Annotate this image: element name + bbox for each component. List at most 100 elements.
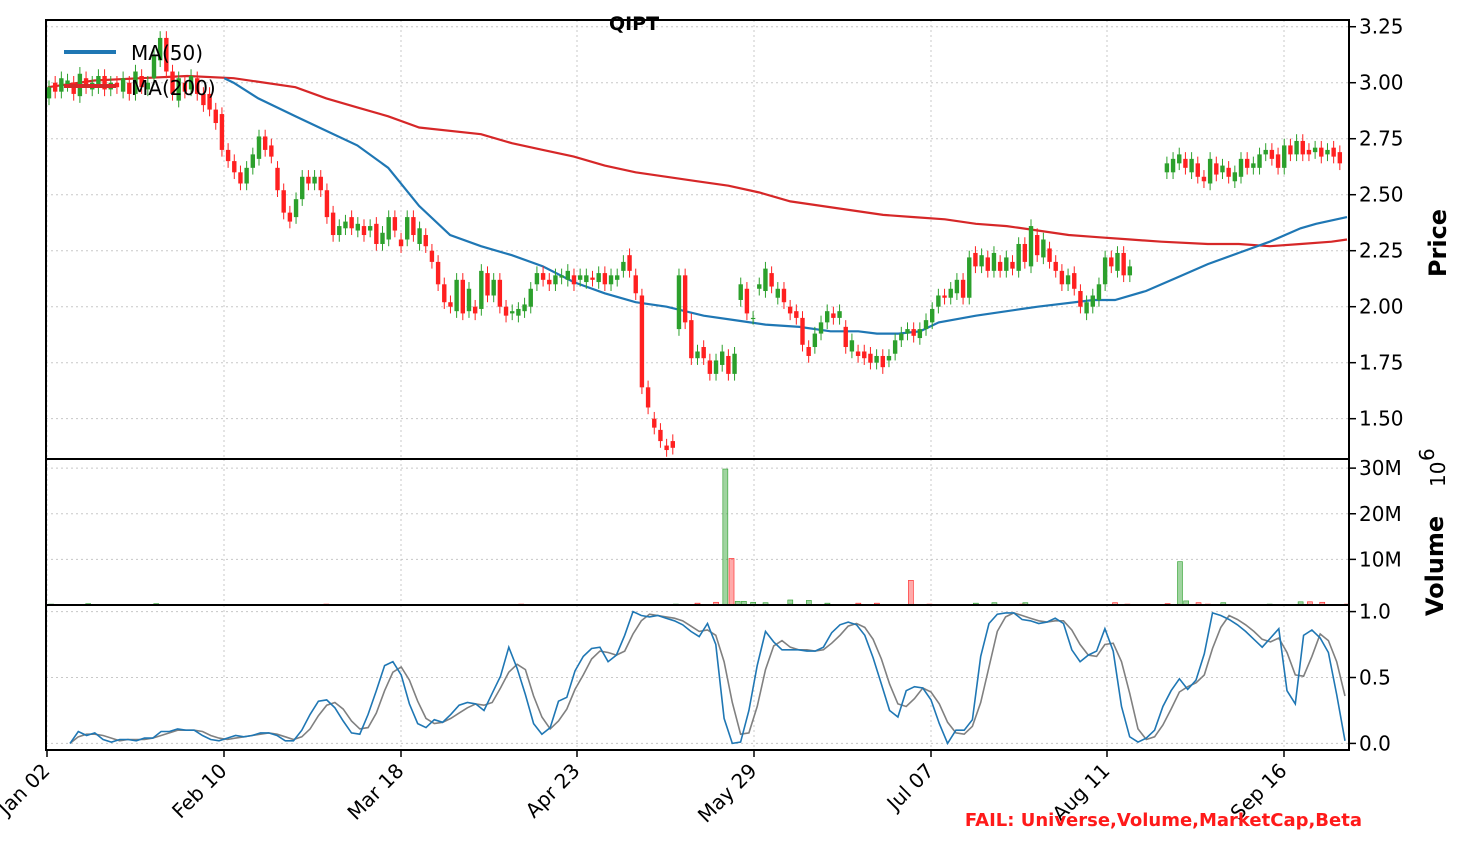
candle-body	[1078, 291, 1083, 307]
oscillator-line	[69, 610, 1346, 746]
ma200-series	[47, 74, 1348, 248]
candle-body	[905, 329, 910, 334]
chart-title: QIPT	[609, 13, 659, 35]
candle-body	[435, 261, 441, 285]
volume-y-ticks: 30M 20M 10M	[1349, 456, 1402, 571]
candle-body	[460, 279, 466, 314]
candle-body	[880, 355, 885, 368]
candle-body	[1201, 176, 1207, 182]
candle-body	[781, 288, 787, 303]
price-tick-label: 1.75	[1359, 351, 1404, 375]
candle-body	[1282, 145, 1287, 168]
candle-body	[1010, 261, 1015, 269]
candle-body	[528, 288, 533, 307]
candle-body	[899, 333, 904, 341]
candle-body	[664, 445, 669, 451]
candle-body	[1300, 140, 1305, 155]
volume-bar	[722, 468, 729, 606]
candle-body	[485, 273, 490, 296]
candle-body	[120, 78, 126, 92]
candle-body	[954, 279, 960, 294]
candle-body	[1275, 154, 1281, 168]
candle-body	[892, 340, 898, 354]
candle-body	[973, 252, 978, 267]
candle-body	[1170, 158, 1176, 173]
candle-body	[621, 261, 626, 271]
candle-body	[744, 288, 750, 314]
candle-body	[615, 275, 620, 280]
candle-body	[1263, 149, 1268, 155]
price-tick-label: 1.50	[1359, 407, 1404, 431]
volume-axis-label: Volume	[1421, 516, 1449, 616]
candle-body	[1016, 243, 1021, 271]
candle-body	[1183, 158, 1188, 168]
candle-body	[645, 387, 651, 408]
candle-body	[102, 75, 107, 90]
candle-body	[411, 217, 416, 236]
candle-body	[571, 275, 577, 285]
candle-body	[837, 311, 842, 318]
candle-body	[775, 288, 780, 298]
candle-body	[1226, 167, 1231, 177]
candle-body	[540, 273, 546, 280]
candle-body	[577, 275, 583, 280]
candle-body	[1257, 154, 1262, 168]
candle-body	[1115, 252, 1120, 271]
candle-body	[349, 217, 354, 229]
candle-body	[213, 109, 218, 124]
x-tick-label: Jul 07	[881, 759, 939, 817]
candle-body	[726, 355, 731, 374]
candle-body	[1294, 140, 1299, 155]
candle-body	[695, 351, 700, 359]
candle-body	[157, 37, 163, 61]
candle-body	[188, 75, 194, 90]
candle-body	[1164, 163, 1170, 173]
x-tick-label: Apr 23	[521, 759, 585, 823]
candle-body	[701, 347, 706, 359]
candle-body	[1090, 295, 1095, 307]
candle-body	[503, 306, 509, 316]
candle-body	[497, 279, 503, 307]
candle-body	[769, 273, 774, 287]
candle-body	[244, 167, 249, 184]
price-tick-label: 3.25	[1359, 15, 1404, 39]
candle-body	[763, 268, 768, 292]
candle-body	[145, 82, 151, 90]
candle-body	[831, 313, 836, 318]
candle-body	[1177, 154, 1182, 164]
candle-body	[713, 360, 719, 374]
candle-body	[522, 304, 527, 312]
candle-body	[806, 347, 811, 356]
candle-body	[682, 275, 688, 323]
candle-body	[1238, 158, 1244, 177]
candle-body	[985, 257, 990, 271]
candle-body	[405, 217, 410, 240]
x-tick-label: Mar 18	[342, 759, 408, 825]
candle-body	[52, 82, 58, 92]
candle-body	[868, 353, 873, 363]
candle-body	[269, 145, 274, 157]
candle-body	[1041, 239, 1046, 258]
candle-body	[534, 273, 540, 285]
price-axis-label: Price	[1424, 209, 1452, 277]
candle-body	[1244, 158, 1250, 168]
candle-body	[608, 275, 614, 285]
candle-body	[997, 261, 1003, 271]
candle-body	[293, 199, 299, 218]
candle-body	[151, 55, 157, 79]
candle-body	[707, 360, 713, 374]
candle-body	[1028, 226, 1034, 267]
candle-body	[843, 326, 848, 348]
candle-body	[392, 217, 398, 231]
candle-body	[337, 226, 342, 236]
candle-body	[1232, 172, 1238, 182]
candle-body	[448, 302, 453, 307]
candle-body	[442, 284, 447, 303]
candle-body	[584, 275, 589, 283]
candle-body	[923, 320, 929, 330]
candle-body	[164, 37, 169, 72]
candle-body	[417, 228, 422, 244]
candle-body	[658, 429, 663, 442]
oscillator-tick-label: 0.5	[1359, 666, 1391, 690]
candle-body	[96, 75, 101, 88]
